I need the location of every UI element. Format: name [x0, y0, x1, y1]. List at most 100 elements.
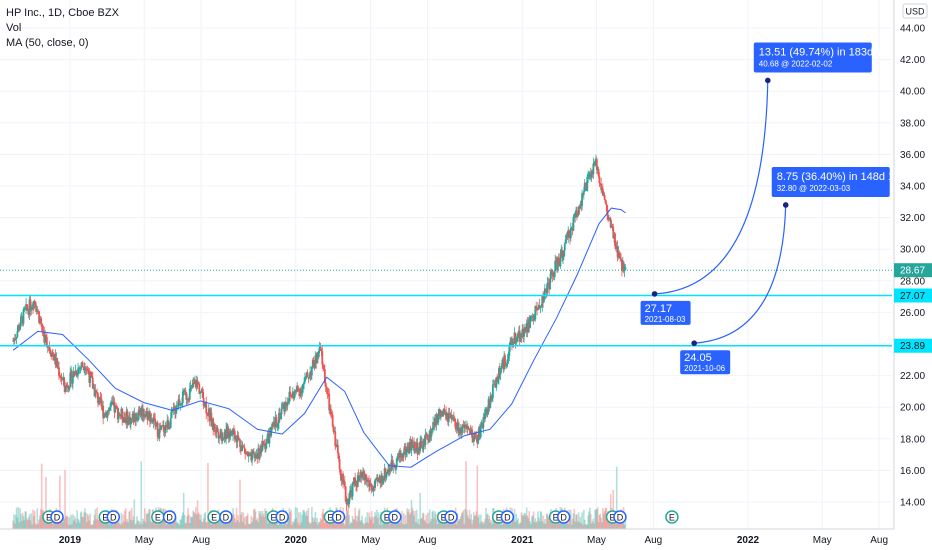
candle-body — [178, 399, 181, 405]
volume-bar — [440, 522, 442, 529]
volume-bar — [374, 512, 376, 529]
volume-indicator-label[interactable]: Vol — [6, 22, 22, 34]
volume-bar — [298, 524, 301, 529]
volume-bar — [414, 510, 416, 529]
candle-body — [443, 408, 446, 414]
candle-body — [590, 171, 593, 178]
candle-body — [261, 440, 264, 451]
candle-body — [517, 333, 519, 338]
candle-body — [40, 323, 43, 327]
volume-bar — [608, 517, 610, 529]
volume-bar — [533, 521, 536, 529]
volume-bar — [417, 518, 420, 529]
volume-bar — [473, 512, 475, 529]
price-axis[interactable]: USD14.0016.0018.0020.0022.0024.0026.0028… — [893, 0, 932, 550]
volume-bar — [450, 521, 453, 529]
volume-bar — [294, 507, 297, 529]
candle-body — [391, 459, 394, 468]
volume-bar — [576, 521, 579, 529]
projection-start-date: 2021-08-03 — [645, 315, 686, 324]
chart-legend: HP Inc., 1D, Cboe BZX Vol MA (50, close,… — [6, 6, 119, 51]
volume-bar — [448, 521, 451, 529]
volume-bar — [221, 520, 223, 529]
event-markers[interactable]: E E E E E E E E E E E ED D D D D D D D D D D — [42, 510, 679, 524]
candle-body — [118, 413, 121, 416]
candle-body — [76, 375, 79, 376]
volume-bar — [66, 516, 69, 529]
candle-body — [106, 410, 109, 418]
candle-body — [518, 330, 521, 342]
volume-bar — [292, 521, 294, 529]
candle-body — [425, 434, 428, 436]
candle-body — [45, 334, 47, 337]
candle-body — [116, 408, 119, 420]
volume-bar — [264, 508, 266, 529]
candle-body — [310, 366, 313, 376]
candle-body — [505, 363, 508, 366]
volume-bar — [41, 510, 44, 529]
volume-bar — [379, 515, 382, 529]
level-price-badge-label: 27.07 — [900, 291, 925, 302]
candle-body — [581, 193, 583, 206]
candle-body — [551, 272, 554, 277]
candle-body — [514, 332, 517, 344]
volume-bar — [583, 509, 585, 529]
candle-body — [559, 253, 562, 267]
candle-body — [588, 174, 590, 176]
volume-bar — [190, 517, 193, 529]
volume-bar — [21, 512, 24, 529]
volume-bar — [317, 524, 319, 529]
volume-bar — [240, 511, 243, 529]
volume-bar — [438, 521, 440, 529]
candle-body — [192, 382, 195, 388]
volume-bar — [524, 513, 526, 529]
volume-bar — [455, 524, 458, 529]
candle-body — [402, 452, 405, 458]
volume-bar — [406, 508, 408, 529]
candle-body — [115, 405, 118, 407]
volume-bar — [466, 515, 469, 529]
candle-body — [556, 258, 559, 270]
volume-bar — [197, 512, 200, 529]
volume-bar — [285, 524, 288, 529]
candle-body — [584, 183, 587, 186]
candle-body — [90, 375, 93, 378]
candle-body — [583, 183, 586, 192]
candle-body — [34, 301, 37, 308]
volume-bar — [356, 516, 359, 529]
candle-body — [91, 377, 94, 389]
candle-body — [289, 391, 292, 395]
volume-bar — [569, 514, 571, 529]
volume-bar — [140, 461, 143, 529]
projection-start-point — [691, 340, 697, 347]
time-axis[interactable]: 2019 May Aug 2020 May Aug 2021 May Aug 2022 May Aug — [0, 528, 894, 550]
horizontal-levels[interactable] — [0, 269, 892, 347]
candle-body — [153, 417, 156, 420]
candle-body — [533, 319, 536, 321]
symbol-title[interactable]: HP Inc., 1D, Cboe BZX — [6, 7, 119, 19]
volume-bar — [71, 523, 73, 529]
candle-body — [221, 438, 224, 441]
candle-body — [237, 435, 240, 440]
volume-bar — [347, 492, 350, 529]
volume-bar — [111, 523, 114, 529]
ma-indicator-label[interactable]: MA (50, close, 0) — [6, 37, 89, 49]
volume-bar — [256, 518, 259, 529]
volume-bar — [252, 517, 254, 529]
volume-bar — [14, 523, 16, 529]
currency-box — [902, 3, 928, 19]
candle-body — [180, 403, 183, 405]
volume-bar — [584, 524, 587, 529]
dividend-marker — [556, 510, 571, 524]
volume-bar — [35, 524, 38, 529]
candle-body — [537, 308, 539, 311]
volume-bar — [130, 519, 132, 529]
volume-bar — [85, 521, 88, 529]
volume-bar — [305, 510, 308, 529]
candle-body — [509, 342, 512, 347]
candle-body — [372, 487, 375, 491]
time-tick-label: May — [135, 535, 154, 546]
candle-body — [316, 352, 318, 363]
